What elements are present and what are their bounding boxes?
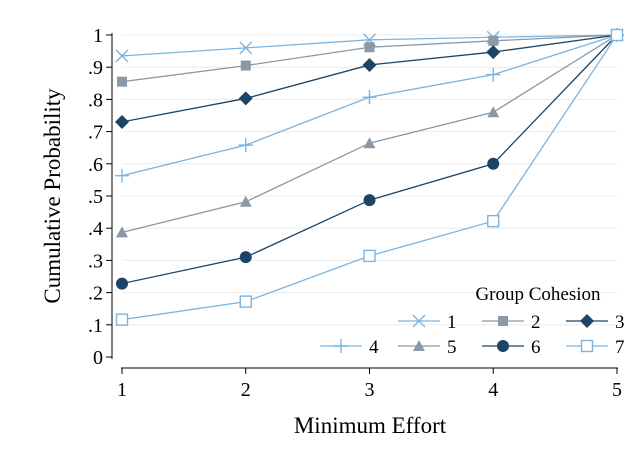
axes: 0 .1 .2 .3 .4 .5 .6 .7 .8 .9 1 1 2 3 4 5 [88, 25, 622, 401]
legend-item-3: 3 [566, 312, 625, 333]
legend-marker-6 [497, 340, 509, 352]
y-tick-label-3: .3 [88, 250, 103, 272]
y-tick-label-0: 0 [93, 347, 103, 369]
legend-label-2: 2 [531, 312, 541, 333]
point-s2-x3 [364, 42, 375, 53]
y-tick-label-7: .7 [88, 122, 103, 144]
series-4 [115, 28, 624, 183]
point-s7-x2 [239, 295, 252, 308]
y-tick-label-8: .8 [88, 89, 103, 111]
point-s3-x3 [362, 57, 377, 72]
point-s6-x4 [487, 157, 500, 170]
legend-item-2: 2 [482, 312, 541, 333]
point-s7-x5 [610, 28, 624, 42]
x-tick-label-4: 5 [612, 379, 622, 401]
point-s6-x1 [116, 277, 128, 290]
y-tick-label-10: 1 [93, 25, 103, 47]
legend-item-6: 6 [482, 337, 541, 358]
legend-label-6: 6 [531, 337, 541, 358]
point-s5-x2 [239, 195, 252, 207]
y-tick-label-5: .5 [88, 186, 103, 208]
point-s2-x1 [117, 76, 127, 87]
y-tick-label-1: .1 [88, 315, 103, 337]
legend-label-3: 3 [615, 312, 625, 333]
point-s1-x2 [239, 41, 253, 55]
y-tick-label-4: .4 [88, 218, 103, 240]
y-tick-label-9: .9 [88, 57, 103, 79]
point-s5-x1 [116, 226, 128, 238]
legend-marker-5 [413, 340, 425, 351]
legend: Group Cohesion 1 2 3 4 5 6 7 [320, 284, 625, 358]
legend-marker-7 [580, 339, 594, 353]
legend-item-7: 7 [566, 337, 625, 358]
point-s2-x4 [488, 35, 499, 46]
point-s7-x4 [487, 214, 500, 228]
point-s3-x2 [238, 91, 253, 106]
x-tick-label-0: 1 [117, 379, 127, 401]
point-s3-x1 [115, 114, 129, 129]
legend-item-1: 1 [398, 312, 457, 333]
legend-marker-1 [412, 314, 426, 328]
x-axis-label: Minimum Effort [294, 413, 447, 438]
legend-item-5: 5 [398, 337, 457, 358]
legend-label-4: 4 [369, 337, 379, 358]
legend-marker-3 [580, 314, 594, 328]
legend-label-7: 7 [615, 337, 625, 358]
y-tick-label-6: .6 [88, 154, 103, 176]
series-7 [115, 28, 624, 326]
point-s4-x3 [362, 90, 377, 105]
point-s4-x1 [115, 168, 129, 183]
y-axis-label: Cumulative Probability [40, 88, 65, 304]
x-tick-label-1: 2 [241, 379, 251, 401]
point-s2-x2 [240, 60, 251, 71]
point-s5-x4 [487, 106, 500, 118]
point-s4-x2 [238, 138, 253, 153]
y-tick-label-2: .2 [88, 283, 103, 305]
legend-marker-2 [498, 316, 508, 326]
legend-label-1: 1 [447, 312, 457, 333]
x-tick-label-3: 4 [488, 379, 498, 401]
legend-marker-4 [334, 339, 348, 353]
x-tick-label-2: 3 [365, 379, 375, 401]
point-s7-x1 [115, 313, 129, 326]
point-s6-x3 [363, 194, 376, 207]
series-group [115, 28, 624, 326]
point-s3-x4 [486, 45, 501, 60]
legend-label-5: 5 [447, 337, 457, 358]
legend-item-4: 4 [320, 337, 379, 358]
point-s6-x2 [239, 251, 252, 264]
point-s7-x3 [363, 249, 376, 263]
legend-title: Group Cohesion [475, 284, 601, 305]
point-s5-x3 [363, 137, 376, 149]
point-s4-x4 [486, 67, 501, 82]
point-s1-x1 [115, 49, 129, 63]
